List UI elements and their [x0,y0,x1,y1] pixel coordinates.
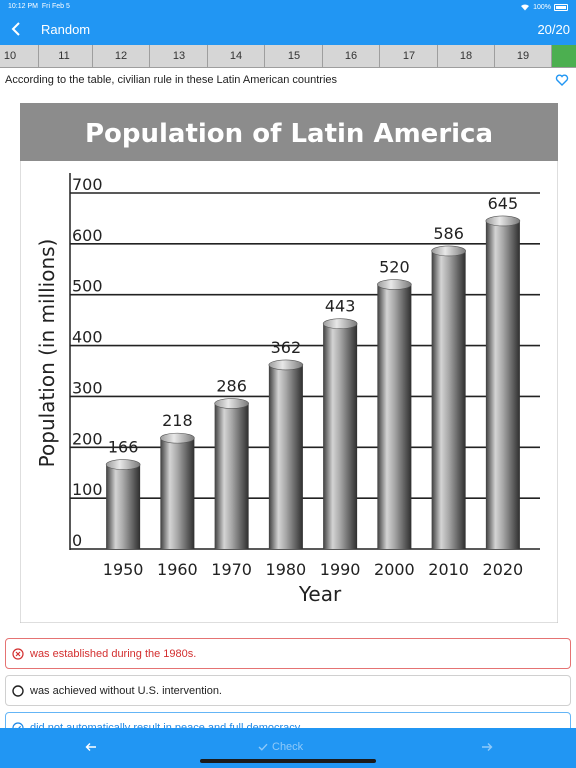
x-tick-label: 2000 [374,560,415,579]
bar-cap-1980 [268,359,304,371]
y-tick-label: 200 [72,429,103,448]
chart-title-bar [20,103,558,161]
x-circle-icon [12,647,24,660]
next-button[interactable] [476,736,498,758]
arrow-left-icon [85,743,96,751]
tab-question-16[interactable]: 16 [323,45,380,67]
answer-option-a[interactable]: was established during the 1980s. [5,638,571,669]
bar-series: 166 218 286 362 443 520 586 645 [105,194,521,549]
check-button[interactable]: Check [258,736,303,758]
x-axis-ticks: 1950 1960 1970 1980 1990 2000 2010 2020 [103,560,523,579]
value-label-2000: 520 [379,258,410,277]
status-clock: 10:12 PM Fri Feb 5 [8,3,70,10]
y-tick-label: 0 [72,531,82,550]
tab-question-20-active[interactable] [552,45,576,67]
bar-cap-2000 [377,279,412,290]
population-chart: Population of Latin America 0 100 200 300 40… [20,103,558,623]
battery-percent: 100% [533,3,551,11]
chevron-left-icon [11,22,20,36]
x-axis-title: Year [298,582,342,606]
bar-2020 [485,220,520,549]
bar-cap-1990 [322,318,358,330]
bar-cap-1970 [214,398,249,409]
home-indicator [200,759,376,763]
back-button[interactable] [6,18,26,40]
radio-empty-icon [12,684,24,697]
x-tick-label: 1990 [320,560,361,579]
answer-option-b-text: was achieved without U.S. intervention. [30,684,222,697]
bar-cap-1960 [160,432,195,444]
check-button-label: Check [272,741,304,753]
chart-title: Population of Latin America [85,119,493,149]
y-axis-title: Population (in millions) [35,239,59,468]
x-tick-label: 1970 [211,560,252,579]
x-tick-label: 2010 [428,560,469,579]
y-tick-label: 100 [72,480,103,499]
x-tick-label: 1960 [157,560,198,579]
checkmark-icon [258,743,268,751]
previous-button[interactable] [80,736,102,758]
tab-question-14[interactable]: 14 [208,45,265,67]
answer-option-a-text: was established during the 1980s. [30,647,197,660]
battery-icon [554,3,568,11]
value-label-2020: 645 [488,194,519,213]
wifi-icon [521,4,530,11]
status-right: 100% [520,3,568,11]
y-tick-label: 400 [72,328,103,347]
status-time: 10:12 PM [8,3,38,10]
y-tick-label: 600 [72,226,103,245]
tab-question-18[interactable]: 18 [438,45,495,67]
bar-cap-2010 [431,245,466,257]
y-tick-label: 500 [72,277,103,296]
y-tick-label: 700 [72,175,103,194]
bar-1960 [160,438,195,549]
tab-question-11[interactable]: 11 [36,45,93,67]
tab-question-17[interactable]: 17 [381,45,438,67]
page-title: Random [41,22,91,37]
bar-1950 [106,464,141,549]
answer-option-b[interactable]: was achieved without U.S. intervention. [5,675,571,706]
y-axis-ticks: 0 100 200 300 400 500 600 700 [72,175,103,550]
x-tick-label: 1980 [266,560,307,579]
heart-icon[interactable] [555,73,569,87]
tab-question-15[interactable]: 15 [266,45,323,67]
bar-2010 [431,250,466,549]
value-label-1970: 286 [216,377,247,396]
x-tick-label: 2020 [483,560,524,579]
tab-question-13[interactable]: 13 [151,45,208,67]
status-date: Fri Feb 5 [41,3,70,10]
tab-question-12[interactable]: 12 [93,45,150,67]
y-tick-label: 300 [72,378,103,397]
question-text: According to the table, civilian rule in… [5,74,338,86]
bar-1990 [323,323,358,549]
tab-question-19[interactable]: 19 [495,45,552,67]
header-bar: 10:12 PM Fri Feb 5 100% Random 20/20 [0,0,576,45]
tab-question-10[interactable]: 10 [0,45,39,67]
bar-cap-2020 [485,215,521,227]
arrow-right-icon [482,743,493,751]
value-label-1990: 443 [325,297,356,316]
value-label-1980: 362 [271,338,302,357]
value-label-1960: 218 [162,411,193,430]
question-progress: 20/20 [537,22,570,37]
value-label-2010: 586 [433,224,464,243]
bar-cap-1950 [105,459,141,470]
x-tick-label: 1950 [103,560,144,579]
bar-1980 [268,364,303,549]
bar-2000 [377,284,412,549]
bar-1970 [214,403,249,549]
question-tabs: 10 11 12 13 14 15 16 17 18 19 [0,45,576,68]
value-label-1950: 166 [108,438,139,457]
